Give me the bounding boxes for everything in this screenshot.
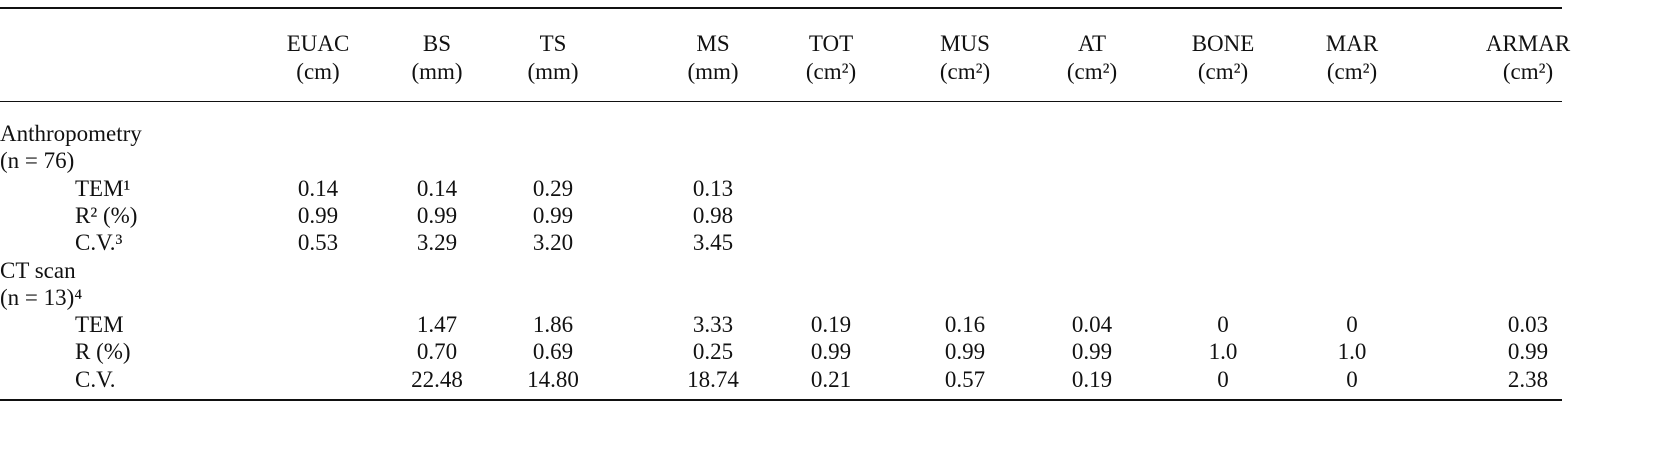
- cell: 3.33: [692, 312, 734, 338]
- cell: 0: [1346, 366, 1358, 392]
- cell: 0.99: [944, 339, 986, 365]
- column-name: MAR: [1325, 31, 1379, 56]
- column-name: EUAC: [286, 31, 350, 56]
- cell: 0.99: [1507, 339, 1549, 365]
- cell: 0.53: [297, 230, 339, 256]
- cell: 1.0: [1337, 339, 1367, 365]
- cell: 22.48: [411, 366, 463, 392]
- section-title: (n = 13)⁴: [0, 284, 83, 310]
- cell: 0.19: [810, 312, 852, 338]
- cell: 0.70: [416, 339, 458, 365]
- cell: 0.99: [416, 202, 458, 228]
- cell: 0.03: [1507, 312, 1549, 338]
- cell: 1.0: [1208, 339, 1238, 365]
- cell: 14.80: [527, 366, 579, 392]
- column-name: ARMAR: [1485, 31, 1571, 56]
- section-title: Anthropometry: [0, 121, 142, 146]
- cell: 0.99: [532, 202, 574, 228]
- column-name: AT: [1077, 31, 1107, 56]
- cell: 0.69: [532, 339, 574, 365]
- cell: 0.16: [944, 312, 986, 338]
- cell: 18.74: [687, 366, 739, 392]
- top-rule: [0, 7, 1562, 9]
- cell: 0.99: [297, 202, 339, 228]
- section-title: (n = 76): [0, 148, 75, 174]
- column-name: TS: [539, 31, 567, 56]
- cell: 0.04: [1071, 312, 1113, 338]
- cell: 0.57: [944, 366, 986, 392]
- cell: 0.14: [297, 175, 339, 201]
- column-name: BS: [422, 31, 452, 56]
- cell: 2.38: [1507, 366, 1549, 392]
- column-unit: (mm): [411, 59, 463, 84]
- cell: 3.45: [692, 230, 734, 256]
- cell: 0: [1346, 312, 1358, 338]
- section-title: CT scan: [0, 257, 76, 283]
- column-name: TOT: [808, 31, 854, 56]
- cell: 0.29: [532, 175, 574, 201]
- column-unit: (cm²): [939, 59, 991, 84]
- column-unit: (cm²): [1326, 59, 1378, 84]
- column-unit: (cm²): [805, 59, 857, 84]
- row-label: C.V.³: [75, 230, 123, 256]
- row-label: R (%): [75, 339, 131, 365]
- cell: 0.99: [810, 339, 852, 365]
- cell: 0.13: [692, 175, 734, 201]
- column-unit: (cm²): [1502, 59, 1554, 84]
- cell: 3.29: [416, 230, 458, 256]
- row-label: TEM¹: [75, 175, 131, 201]
- cell: 3.20: [532, 230, 574, 256]
- cell: 0.21: [810, 366, 852, 392]
- row-label: TEM: [75, 312, 124, 338]
- row-label: R² (%): [75, 202, 138, 228]
- column-unit: (cm²): [1066, 59, 1118, 84]
- cell: 0.99: [1071, 339, 1113, 365]
- cell: 0.19: [1071, 366, 1113, 392]
- cell: 0: [1217, 366, 1229, 392]
- column-name: MS: [696, 31, 730, 56]
- cell: 0: [1217, 312, 1229, 338]
- cell: 1.86: [532, 312, 574, 338]
- column-name: BONE: [1191, 31, 1255, 56]
- column-unit: (mm): [527, 59, 579, 84]
- column-name: MUS: [940, 31, 990, 56]
- cell: 0.14: [416, 175, 458, 201]
- column-unit: (cm²): [1197, 59, 1249, 84]
- row-label: C.V.: [75, 366, 116, 392]
- header-rule: [0, 101, 1562, 102]
- cell: 0.98: [692, 202, 734, 228]
- cell: 0.25: [692, 339, 734, 365]
- column-unit: (mm): [687, 59, 739, 84]
- cell: 1.47: [416, 312, 458, 338]
- bottom-rule: [0, 399, 1562, 401]
- column-unit: (cm): [296, 59, 340, 84]
